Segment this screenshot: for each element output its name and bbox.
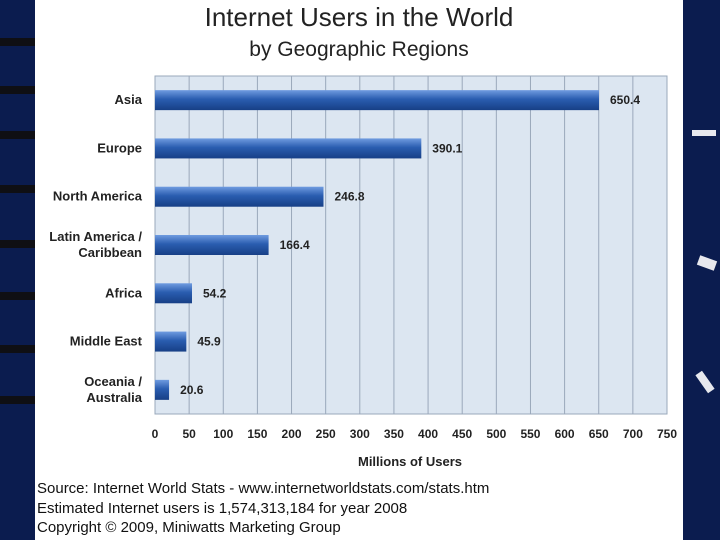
x-tick-label: 300 <box>350 427 370 441</box>
x-tick-label: 400 <box>418 427 438 441</box>
estimate-line: Estimated Internet users is 1,574,313,18… <box>37 500 408 517</box>
bar <box>155 379 170 400</box>
x-tick-label: 700 <box>623 427 643 441</box>
x-tick-label: 550 <box>520 427 540 441</box>
x-tick-label: 200 <box>282 427 302 441</box>
left-decoration-stripe <box>0 86 35 94</box>
bar <box>155 138 422 159</box>
category-label: North America <box>53 189 143 204</box>
category-label: Asia <box>115 92 143 107</box>
bar-value-label: 650.4 <box>610 93 640 107</box>
x-tick-label: 250 <box>316 427 336 441</box>
bar-value-label: 166.4 <box>280 238 310 252</box>
x-tick-label: 500 <box>486 427 506 441</box>
left-decoration-stripe <box>0 185 35 193</box>
chart-panel: Internet Users in the World by Geographi… <box>35 0 683 540</box>
category-label: Africa <box>105 285 143 300</box>
bar-value-label: 54.2 <box>203 286 227 300</box>
label-layer: 0 50 100 150 200 250 300 350 400 450 500 550 600 650 7… <box>49 92 677 441</box>
category-label: Middle East <box>70 334 143 349</box>
bar <box>155 186 324 207</box>
chart-subtitle: by Geographic Regions <box>249 38 469 61</box>
x-axis-label: Millions of Users <box>358 454 462 469</box>
bar-value-label: 45.9 <box>197 335 221 349</box>
left-decoration-stripe <box>0 131 35 139</box>
bar-chart: 0 50 100 150 200 250 300 350 400 450 500 550 600 650 7… <box>49 75 677 469</box>
x-tick-label: 50 <box>182 427 196 441</box>
bar-value-label: 20.6 <box>180 383 204 397</box>
left-decoration-stripe <box>0 396 35 404</box>
right-decoration-mark <box>692 130 716 136</box>
bar <box>155 235 269 255</box>
left-decoration-stripe <box>0 38 35 46</box>
x-tick-label: 350 <box>384 427 404 441</box>
category-label: Latin America / Caribbean <box>49 229 142 260</box>
copyright-line: Copyright © 2009, Miniwatts Marketing Gr… <box>37 519 341 536</box>
x-tick-label: 600 <box>555 427 575 441</box>
left-decoration-stripe <box>0 240 35 248</box>
bar-layer <box>155 90 600 400</box>
category-label: Europe <box>97 140 142 155</box>
x-tick-label: 100 <box>213 427 233 441</box>
bar <box>155 90 600 111</box>
x-tick-label: 150 <box>247 427 267 441</box>
bar <box>155 331 187 352</box>
left-decoration-stripe <box>0 345 35 353</box>
x-tick-label: 650 <box>589 427 609 441</box>
bar-value-label: 390.1 <box>432 141 462 155</box>
bar <box>155 283 193 304</box>
chart-title: Internet Users in the World <box>204 2 514 32</box>
x-tick-label: 0 <box>152 427 159 441</box>
x-tick-label: 450 <box>452 427 472 441</box>
left-decoration-stripe <box>0 292 35 300</box>
category-label: Oceania / Australia <box>84 374 143 405</box>
bar-value-label: 246.8 <box>334 190 364 204</box>
source-line: Source: Internet World Stats - www.inter… <box>37 480 490 497</box>
x-tick-label: 750 <box>657 427 677 441</box>
